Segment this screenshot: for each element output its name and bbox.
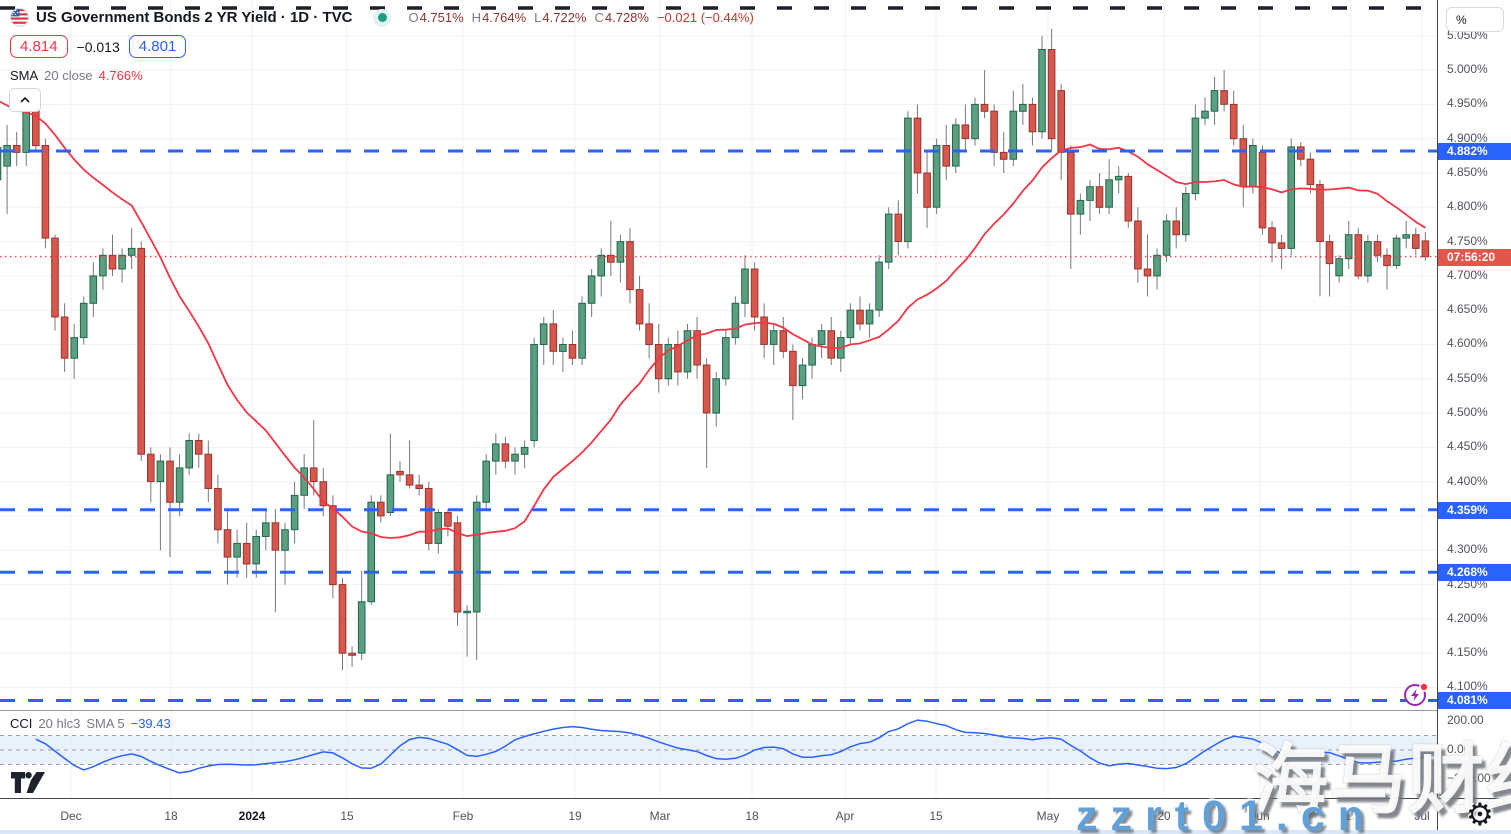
- bottom-accent-strip: [0, 830, 1511, 834]
- price-tick-label: 4.650%: [1447, 302, 1488, 316]
- cci-legend[interactable]: CCI 20 hlc3 SMA 5 −39.43: [10, 716, 171, 731]
- ask-price-button[interactable]: 4.801: [128, 35, 187, 58]
- price-chart-pane[interactable]: [0, 0, 1437, 710]
- price-tick-label: 5.000%: [1447, 62, 1488, 76]
- time-tick-label: Dec: [60, 809, 82, 823]
- time-tick-label: Feb: [452, 809, 474, 823]
- price-tick-label: 4.150%: [1447, 645, 1488, 659]
- price-level-badge: 4.081%: [1438, 692, 1511, 709]
- price-level-badge: 4.882%: [1438, 143, 1511, 160]
- bid-price-button[interactable]: 4.814: [10, 35, 68, 58]
- cci-line: [35, 719, 1426, 774]
- symbol-title[interactable]: US Government Bonds 2 YR Yield · 1D · TV…: [36, 9, 353, 26]
- chevron-up-icon: [20, 97, 30, 103]
- time-tick-label: 18: [745, 809, 759, 823]
- tradingview-logo[interactable]: [11, 772, 47, 794]
- price-tick-label: 4.400%: [1447, 474, 1488, 488]
- sma-20-line: [0, 100, 1426, 539]
- time-tick-label: 15: [340, 809, 354, 823]
- symbol-legend: US Government Bonds 2 YR Yield · 1D · TV…: [10, 8, 754, 27]
- price-tick-label: 4.800%: [1447, 199, 1488, 213]
- price-level-badge: 4.359%: [1438, 502, 1511, 519]
- price-axis-unit-button[interactable]: %: [1446, 7, 1504, 32]
- price-tick-label: 4.950%: [1447, 96, 1488, 110]
- price-tick-label: 4.750%: [1447, 234, 1488, 248]
- time-tick-label: Apr: [835, 809, 855, 823]
- candlestick-series: [0, 28, 1430, 671]
- price-tick-label: 4.200%: [1447, 611, 1488, 625]
- price-tick-label: 4.700%: [1447, 268, 1488, 282]
- sma-legend[interactable]: SMA 20 close 4.766%: [10, 68, 143, 83]
- time-tick-label: 18: [164, 809, 178, 823]
- cci-indicator-pane[interactable]: [0, 710, 1437, 798]
- time-tick-label: Jul: [1414, 809, 1430, 823]
- time-tick-label: May: [1036, 809, 1060, 823]
- price-tick-label: 4.850%: [1447, 165, 1488, 179]
- change-readout: −0.021 (−0.44%): [656, 10, 754, 25]
- us-flag-icon: [10, 8, 29, 27]
- time-tick-label: Jun: [1250, 809, 1270, 823]
- cci-tick-label: 200.00: [1447, 713, 1484, 727]
- cci-band: [0, 735, 1437, 765]
- bid-ask-row: 4.814 −0.013 4.801: [10, 35, 187, 58]
- time-tick-label: 17: [1344, 809, 1358, 823]
- cci-tick-label: −200.00: [1447, 771, 1491, 785]
- price-tick-label: 4.900%: [1447, 131, 1488, 145]
- time-tick-label: 2024: [238, 809, 266, 823]
- price-tick-label: 4.300%: [1447, 542, 1488, 556]
- pane-separator[interactable]: [0, 710, 1437, 711]
- market-status-icon[interactable]: [373, 8, 392, 27]
- price-tick-label: 4.550%: [1447, 371, 1488, 385]
- grid: [0, 0, 1437, 710]
- time-tick-label: 19: [568, 809, 582, 823]
- time-tick-label: 15: [929, 809, 943, 823]
- price-level-badge: 4.268%: [1438, 564, 1511, 581]
- time-tick-label: 20: [1157, 809, 1171, 823]
- spread-change: −0.013: [76, 38, 120, 55]
- time-axis-border: [0, 798, 1511, 799]
- alert-flash-icon[interactable]: [1402, 681, 1430, 707]
- countdown-badge: 07:56:20: [1438, 249, 1511, 266]
- price-tick-label: 4.450%: [1447, 439, 1488, 453]
- time-tick-label: Mar: [649, 809, 671, 823]
- gear-icon: ⚙: [1466, 797, 1494, 833]
- ohlc-readout: O4.751% H4.764% L4.722% C4.728% −0.021 (…: [408, 10, 754, 25]
- price-axis-border: [1437, 0, 1438, 834]
- price-tick-label: 4.500%: [1447, 405, 1488, 419]
- price-tick-label: 4.100%: [1447, 679, 1488, 693]
- cci-tick-label: 0.00: [1447, 742, 1471, 756]
- legend-collapse-button[interactable]: [9, 88, 41, 112]
- price-tick-label: 4.600%: [1447, 336, 1488, 350]
